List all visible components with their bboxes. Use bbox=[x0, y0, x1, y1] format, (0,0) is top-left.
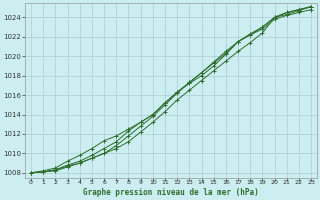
X-axis label: Graphe pression niveau de la mer (hPa): Graphe pression niveau de la mer (hPa) bbox=[83, 188, 259, 197]
